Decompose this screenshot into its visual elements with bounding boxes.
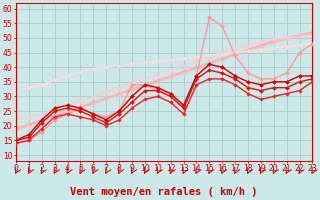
X-axis label: Vent moyen/en rafales ( km/h ): Vent moyen/en rafales ( km/h ) [70,187,258,197]
